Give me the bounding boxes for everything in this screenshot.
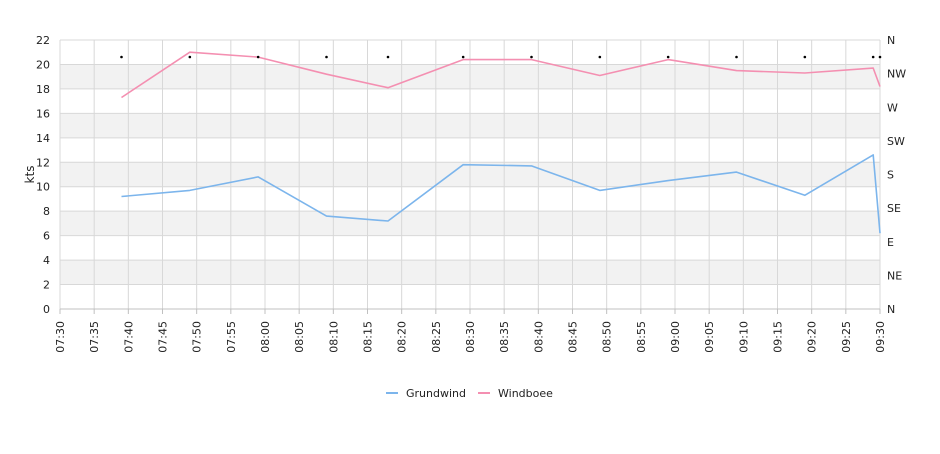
x-tick-label: 08:05: [293, 321, 306, 353]
direction-axis-label: SW: [887, 135, 905, 148]
x-tick-label: 08:00: [259, 321, 272, 353]
x-tick-label: 07:40: [122, 321, 135, 353]
direction-axis-label: N: [887, 34, 895, 47]
legend: Grundwind Windboee: [386, 387, 553, 400]
y-tick-label: 4: [43, 254, 50, 267]
y-tick-label: 2: [43, 279, 50, 292]
x-tick-label: 09:00: [669, 321, 682, 353]
y-tick-label: 18: [36, 83, 50, 96]
y-tick-label: 0: [43, 303, 50, 316]
direction-marker: [872, 56, 875, 59]
direction-axis-label: NE: [887, 269, 902, 282]
direction-axis-label: S: [887, 169, 894, 182]
x-tick-label: 09:20: [806, 321, 819, 353]
y-tick-label: 10: [36, 181, 50, 194]
direction-marker: [325, 56, 328, 59]
x-tick-label: 09:05: [703, 321, 716, 353]
x-tick-label: 08:45: [567, 321, 580, 353]
x-tick-label: 08:25: [430, 321, 443, 353]
x-tick-label: 09:25: [840, 321, 853, 353]
direction-marker: [667, 56, 670, 59]
direction-marker: [120, 56, 123, 59]
x-tick-label: 07:30: [54, 321, 67, 353]
x-tick-label: 07:50: [191, 321, 204, 353]
direction-axis-label: N: [887, 303, 895, 316]
y-tick-label: 22: [36, 34, 50, 47]
x-tick-label: 08:55: [635, 321, 648, 353]
x-tick-label: 08:40: [532, 321, 545, 353]
y-tick-label: 20: [36, 58, 50, 71]
legend-label-windboee[interactable]: Windboee: [498, 387, 553, 400]
direction-axis-label: W: [887, 101, 898, 114]
y-tick-label: 14: [36, 132, 50, 145]
direction-marker: [189, 56, 192, 59]
direction-marker: [387, 56, 390, 59]
x-tick-label: 08:35: [498, 321, 511, 353]
direction-marker: [735, 56, 738, 59]
direction-axis-label: NW: [887, 68, 906, 81]
y-axis-title: kts: [23, 166, 37, 184]
x-tick-label: 09:30: [874, 321, 887, 353]
x-tick-label: 07:45: [157, 321, 170, 353]
x-tick-label: 08:20: [396, 321, 409, 353]
y-tick-label: 6: [43, 230, 50, 243]
direction-axis-label: SE: [887, 202, 901, 215]
y-tick-label: 16: [36, 107, 50, 120]
direction-marker: [599, 56, 602, 59]
direction-marker: [879, 56, 882, 59]
x-tick-label: 07:35: [88, 321, 101, 353]
y-tick-label: 12: [36, 156, 50, 169]
x-tick-label: 09:10: [737, 321, 750, 353]
x-tick-label: 08:15: [362, 321, 375, 353]
x-tick-label: 08:10: [327, 321, 340, 353]
direction-axis-label: E: [887, 236, 894, 249]
x-tick-label: 07:55: [225, 321, 238, 353]
x-tick-label: 08:30: [464, 321, 477, 353]
x-tick-label: 08:50: [601, 321, 614, 353]
y-tick-label: 8: [43, 205, 50, 218]
x-tick-label: 09:15: [772, 321, 785, 353]
direction-marker: [462, 56, 465, 59]
direction-marker: [257, 56, 260, 59]
direction-marker: [804, 56, 807, 59]
direction-marker: [530, 56, 533, 59]
legend-label-grundwind[interactable]: Grundwind: [406, 387, 466, 400]
